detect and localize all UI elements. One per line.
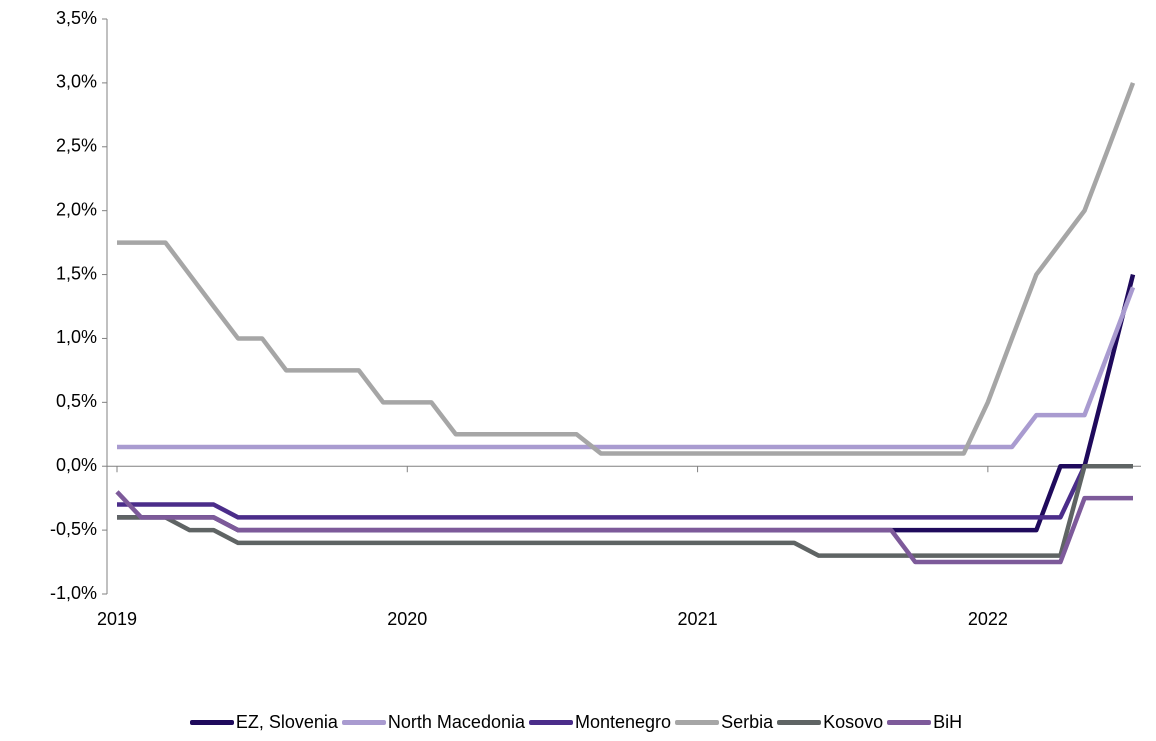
legend-swatch <box>887 720 932 725</box>
series-line <box>117 82 1136 456</box>
legend-item: Serbia <box>675 712 773 733</box>
series-line <box>115 490 1133 565</box>
y-tick-label: 0,0% <box>56 455 97 475</box>
legend-item: North Macedonia <box>341 712 525 733</box>
legend-label: BiH <box>933 712 963 732</box>
y-tick-label: 3,0% <box>56 72 97 92</box>
legend-label: North Macedonia <box>387 712 525 732</box>
y-tick-label: 0,5% <box>56 391 97 411</box>
x-tick-label: 2022 <box>968 609 1008 629</box>
legend-item: Montenegro <box>528 712 672 733</box>
y-tick-label: 1,5% <box>56 263 97 283</box>
legend-item: Kosovo <box>777 712 883 733</box>
series-line <box>117 274 1136 533</box>
legend-swatch <box>675 720 720 725</box>
legend-label: Kosovo <box>823 712 884 732</box>
y-tick-label: -0,5% <box>50 519 97 539</box>
legend-item: EZ, Slovenia <box>189 712 338 733</box>
series-line <box>117 463 1133 520</box>
y-tick-label: -1,0% <box>50 583 97 603</box>
legend-swatch <box>341 720 386 725</box>
y-tick-label: 2,5% <box>56 136 97 156</box>
legend: EZ, Slovenia North Macedonia Montenegro Ser… <box>0 712 1156 733</box>
x-tick-label: 2019 <box>97 609 137 629</box>
legend-swatch <box>528 720 573 725</box>
legend-item: BiH <box>887 712 962 733</box>
legend-label: Serbia <box>721 712 774 732</box>
x-tick-label: 2020 <box>387 609 427 629</box>
x-tick-label: 2021 <box>678 609 718 629</box>
legend-swatch <box>777 720 822 725</box>
series-line <box>117 463 1133 558</box>
legend-label: EZ, Slovenia <box>235 712 338 732</box>
y-tick-label: 3,5% <box>56 8 97 28</box>
y-tick-label: 2,0% <box>56 199 97 219</box>
y-tick-label: 1,0% <box>56 327 97 347</box>
legend-swatch <box>189 720 234 725</box>
chart: -1,0% -0,5% 0,0% 0,5% 1,0% 1,5% 2,0% 2,5% 3,0% 3,… <box>50 8 1141 629</box>
series-line <box>117 286 1136 450</box>
legend-label: Montenegro <box>574 712 672 732</box>
